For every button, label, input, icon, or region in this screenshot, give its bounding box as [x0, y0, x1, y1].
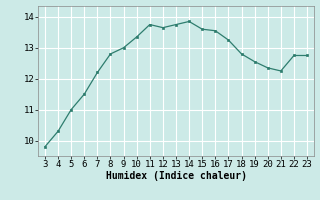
X-axis label: Humidex (Indice chaleur): Humidex (Indice chaleur)	[106, 171, 246, 181]
